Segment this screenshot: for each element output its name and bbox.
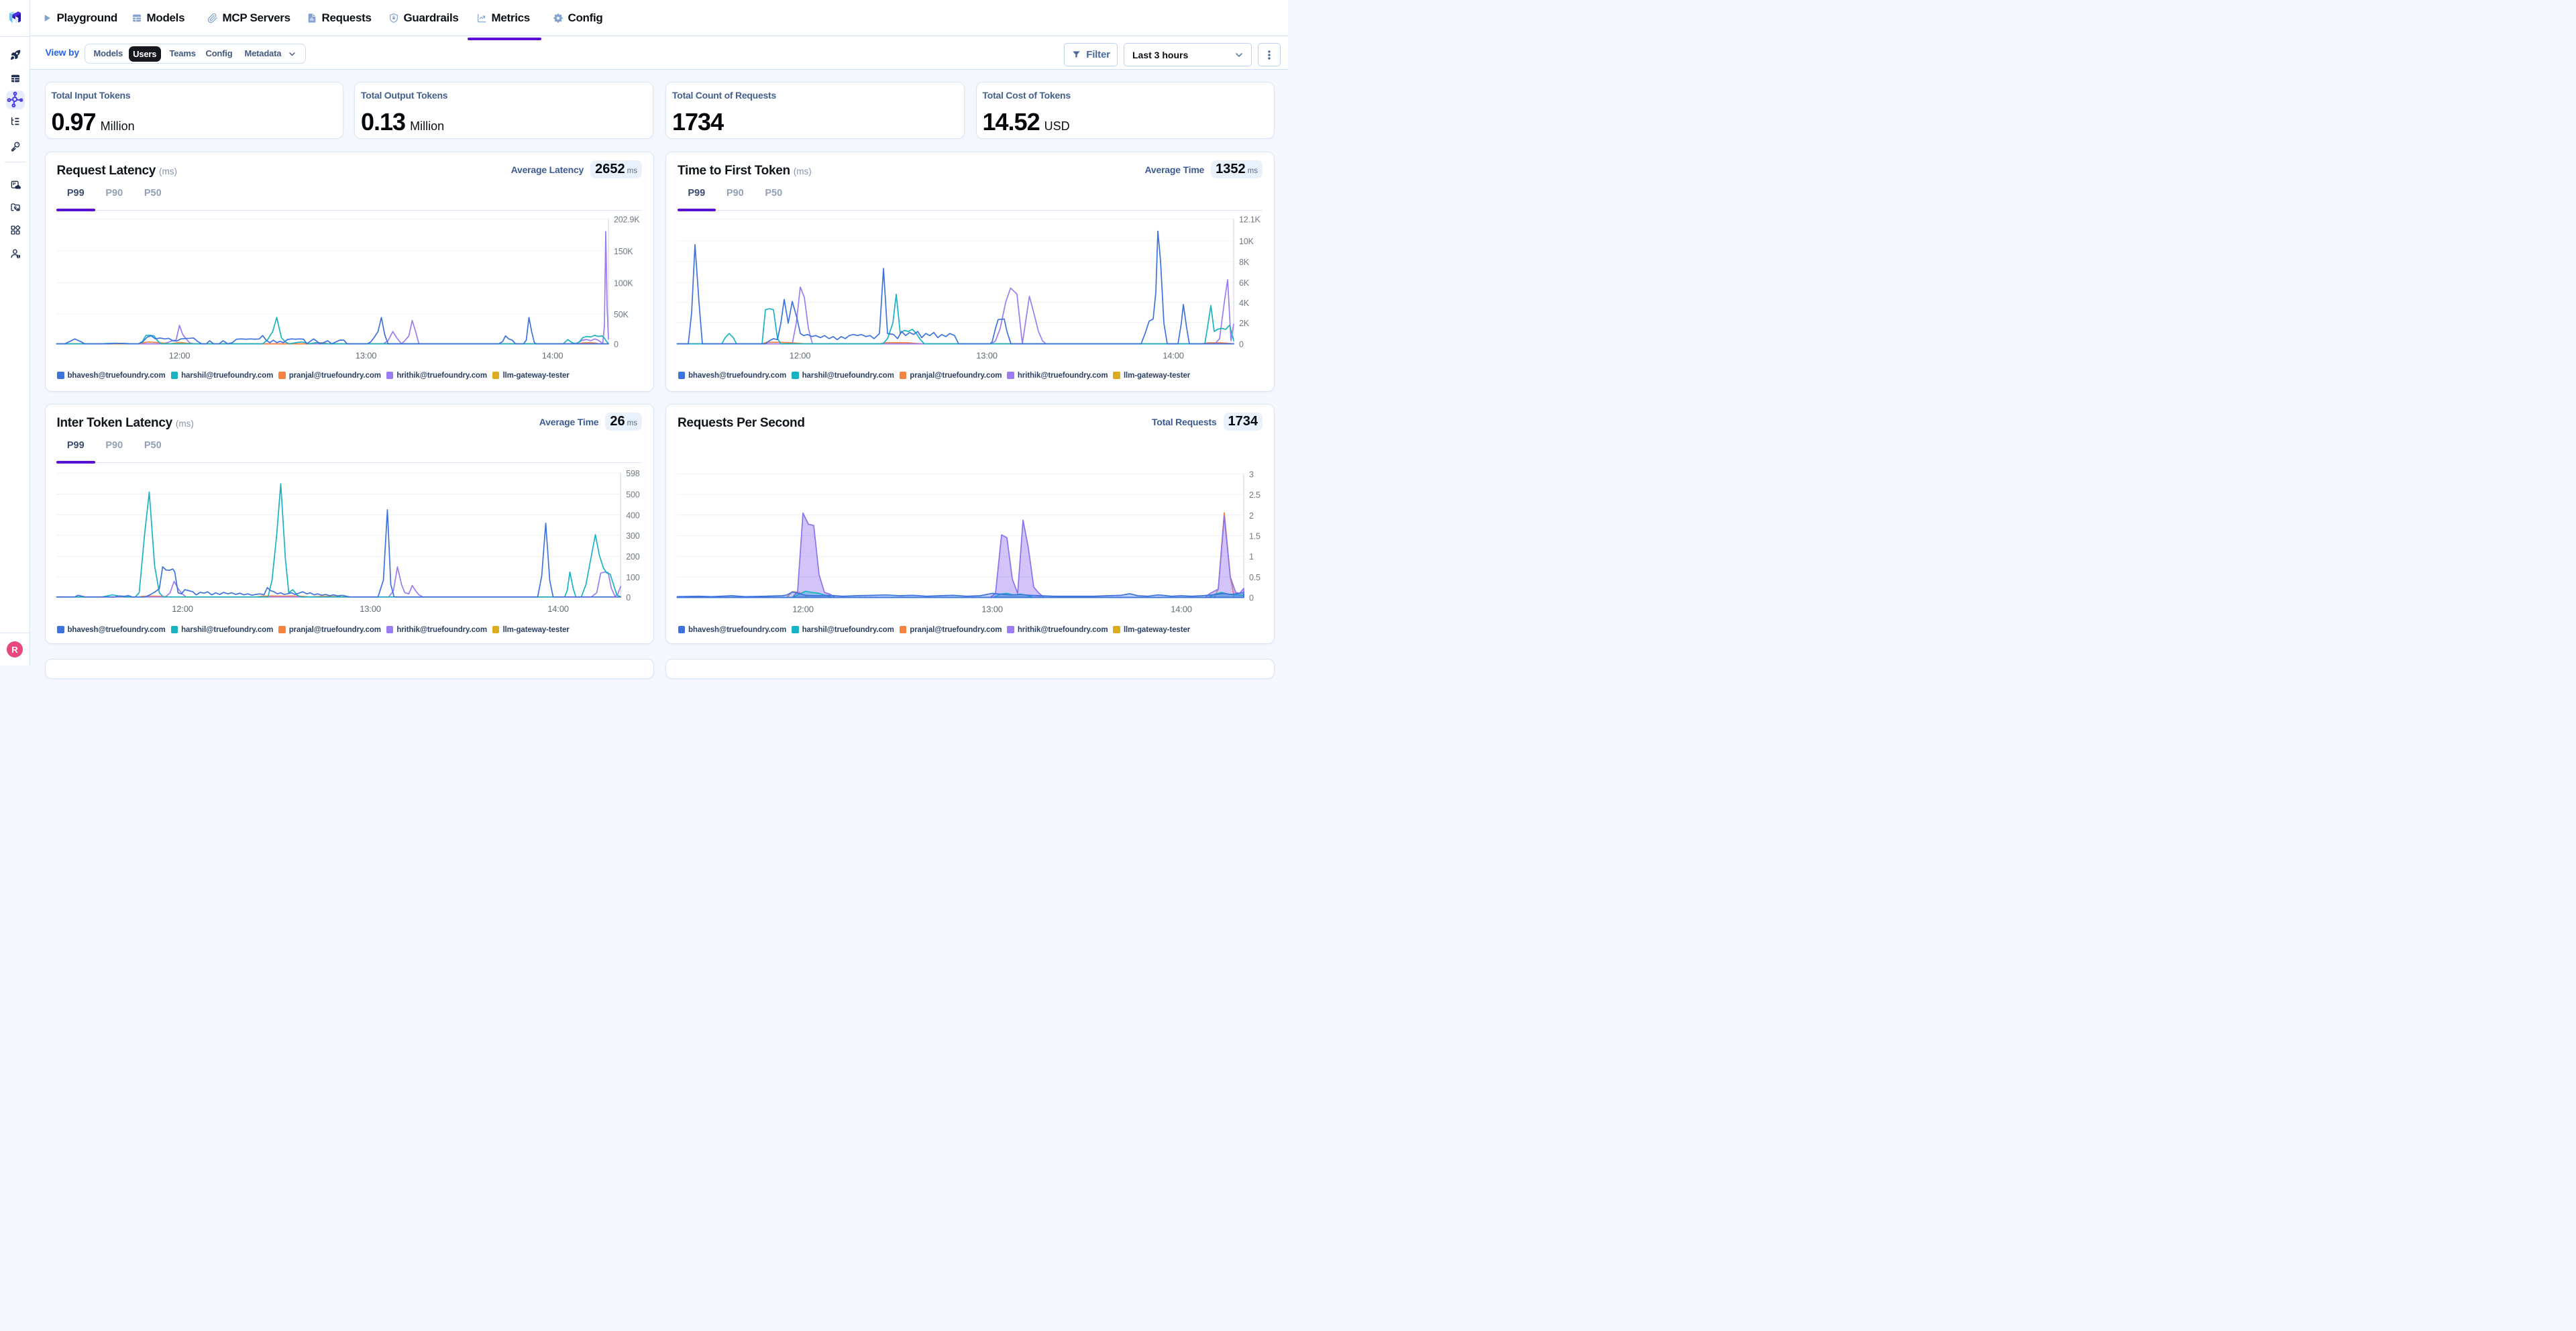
svg-text:100: 100	[626, 573, 640, 582]
svg-text:598: 598	[626, 469, 640, 478]
svg-text:14:00: 14:00	[1171, 604, 1192, 614]
svg-text:150K: 150K	[614, 247, 633, 256]
svg-text:202.9K: 202.9K	[614, 215, 640, 224]
svg-text:13:00: 13:00	[976, 350, 998, 360]
svg-text:1: 1	[1249, 552, 1254, 562]
svg-text:2: 2	[1249, 511, 1254, 520]
svg-text:0: 0	[1249, 593, 1254, 602]
svg-text:0: 0	[614, 339, 619, 349]
svg-text:2K: 2K	[1239, 318, 1250, 327]
svg-text:400: 400	[626, 511, 640, 520]
svg-text:0.5: 0.5	[1249, 572, 1260, 582]
svg-text:12.1K: 12.1K	[1239, 215, 1261, 224]
svg-text:4K: 4K	[1239, 298, 1250, 307]
svg-text:2.5: 2.5	[1249, 490, 1260, 500]
svg-text:500: 500	[626, 490, 640, 499]
svg-text:0: 0	[626, 592, 631, 602]
svg-text:12:00: 12:00	[168, 350, 190, 360]
svg-text:50K: 50K	[614, 310, 629, 319]
svg-text:3: 3	[1249, 470, 1254, 479]
svg-text:8K: 8K	[1239, 258, 1250, 267]
svg-text:6K: 6K	[1239, 278, 1250, 288]
svg-text:0: 0	[1239, 339, 1244, 349]
svg-text:13:00: 13:00	[360, 603, 381, 613]
svg-text:300: 300	[626, 531, 640, 540]
svg-text:1.5: 1.5	[1249, 531, 1260, 541]
svg-text:10K: 10K	[1239, 237, 1254, 246]
svg-text:12:00: 12:00	[172, 603, 193, 613]
svg-text:200: 200	[626, 552, 640, 562]
svg-text:14:00: 14:00	[1163, 350, 1184, 360]
svg-text:14:00: 14:00	[541, 350, 563, 360]
svg-text:12:00: 12:00	[790, 350, 811, 360]
svg-text:12:00: 12:00	[792, 604, 814, 614]
svg-text:13:00: 13:00	[981, 604, 1003, 614]
svg-text:13:00: 13:00	[355, 350, 376, 360]
svg-text:100K: 100K	[614, 278, 633, 288]
svg-text:14:00: 14:00	[547, 603, 569, 613]
